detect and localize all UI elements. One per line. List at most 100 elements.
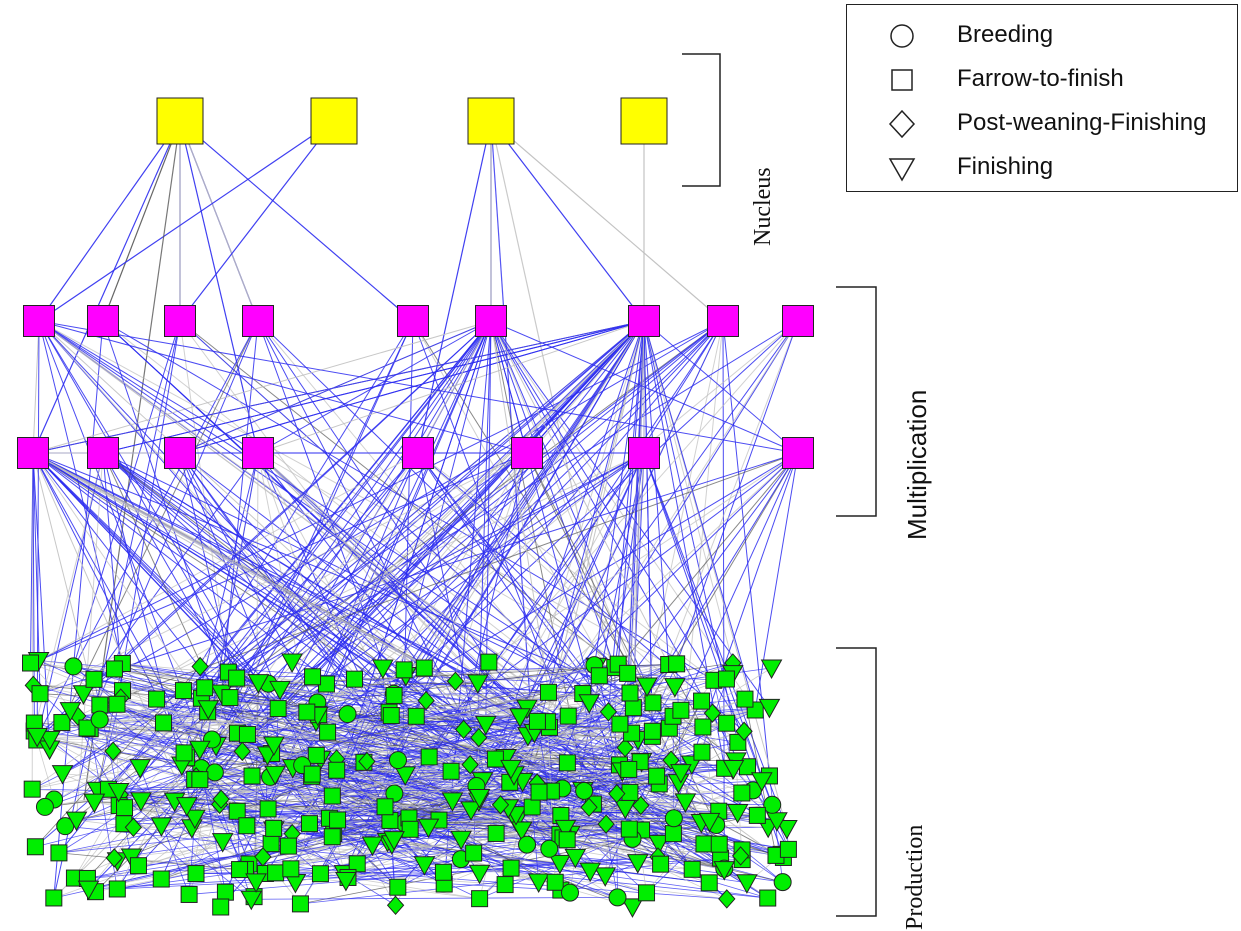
legend-item-post-weaning-finishing: Post-weaning-Finishing <box>847 105 1237 141</box>
nucleus-edge <box>39 121 180 321</box>
multiplication-edge <box>39 321 258 683</box>
production-node-square <box>308 747 324 763</box>
production-node-square <box>559 755 575 771</box>
production-node-square <box>304 766 320 782</box>
multiplication-edge <box>755 453 798 710</box>
production-node-square <box>402 821 418 837</box>
legend-item-breeding: Breeding <box>847 17 1237 53</box>
production-node-square <box>503 860 519 876</box>
production-node-square <box>719 715 735 731</box>
multiplication-node <box>398 306 429 337</box>
multiplication-node <box>88 306 119 337</box>
production-node-square <box>153 871 169 887</box>
tier-label-nucleus: Nucleus <box>750 167 777 246</box>
multiplication-edge <box>54 321 103 898</box>
nucleus-edge <box>491 121 723 321</box>
multiplication-node <box>783 438 814 469</box>
multiplication-node <box>165 306 196 337</box>
legend-label: Post-weaning-Finishing <box>957 109 1206 137</box>
production-node-square <box>396 662 412 678</box>
production-node-square <box>701 875 717 891</box>
production-node-square <box>330 812 346 828</box>
production-node-square <box>188 866 204 882</box>
production-node-square <box>270 701 286 717</box>
production-node-square <box>711 836 727 852</box>
multiplication-node <box>243 438 274 469</box>
legend-item-farrow-to-finish: Farrow-to-finish <box>847 61 1237 97</box>
production-node-circle <box>562 884 579 901</box>
production-node-square <box>222 690 238 706</box>
diamond-icon <box>887 109 917 139</box>
production-node-circle <box>541 840 558 857</box>
production-node-square <box>301 816 317 832</box>
production-node-square <box>749 807 765 823</box>
production-node-square <box>416 660 432 676</box>
square-icon <box>887 65 917 95</box>
production-node-square <box>383 708 399 724</box>
production-node-square <box>312 866 328 882</box>
multiplication-node <box>629 306 660 337</box>
tier-label-multiplication: Multiplication <box>902 390 933 540</box>
multiplication-node <box>243 306 274 337</box>
production-node-square <box>734 785 750 801</box>
production-node-square <box>649 768 665 784</box>
multiplication-node <box>18 438 49 469</box>
production-node-circle <box>206 764 223 781</box>
production-node-square <box>268 865 284 881</box>
production-node-square <box>487 751 503 767</box>
tier-label-production: Production <box>902 825 929 930</box>
production-node-square <box>621 821 637 837</box>
production-node-square <box>669 656 685 672</box>
legend-label: Breeding <box>957 21 1053 49</box>
nucleus-node <box>468 98 514 144</box>
production-node-square <box>181 886 197 902</box>
multiplication-edge <box>723 321 724 869</box>
production-node-circle <box>576 782 593 799</box>
production-node-square <box>529 713 545 729</box>
production-node-square <box>54 715 70 731</box>
multiplication-edge <box>39 321 527 453</box>
nucleus-edge <box>491 121 644 321</box>
nucleus-node <box>311 98 357 144</box>
legend-label: Finishing <box>957 153 1053 181</box>
production-node-circle <box>389 752 406 769</box>
production-node-square <box>718 671 734 687</box>
multiplication-edge <box>644 321 755 710</box>
production-node-square <box>612 716 628 732</box>
production-node-square <box>329 762 345 778</box>
production-node-circle <box>65 658 82 675</box>
production-node-circle <box>36 798 53 815</box>
production-node-square <box>283 861 299 877</box>
production-node-square <box>217 884 233 900</box>
production-node-square <box>644 723 660 739</box>
production-node-square <box>696 836 712 852</box>
production-node-square <box>176 745 192 761</box>
production-node-square <box>86 671 102 687</box>
production-node-square <box>443 763 459 779</box>
production-node-square <box>260 801 276 817</box>
production-node-square <box>239 726 255 742</box>
production-node-square <box>620 665 636 681</box>
multiplication-node <box>88 438 119 469</box>
production-node-square <box>639 885 655 901</box>
multiplication-bracket <box>836 287 876 516</box>
edge-layer <box>31 121 798 907</box>
nucleus-edge <box>103 121 180 321</box>
production-node-square <box>46 890 62 906</box>
production-node-square <box>547 874 563 890</box>
legend-item-finishing: Finishing <box>847 149 1237 185</box>
production-node-square <box>645 695 661 711</box>
production-node-square <box>239 818 255 834</box>
legend: Breeding Farrow-to-finish Post-weaning-F… <box>846 4 1238 192</box>
production-node-square <box>175 683 191 699</box>
multiplication-node <box>512 438 543 469</box>
production-node-square <box>695 719 711 735</box>
triangle-down-icon <box>887 153 917 183</box>
production-node-square <box>305 669 321 685</box>
production-node-square <box>621 761 637 777</box>
production-node-square <box>466 845 482 861</box>
multiplication-node <box>165 438 196 469</box>
production-node-square <box>324 829 340 845</box>
production-node-square <box>673 702 689 718</box>
production-node-square <box>149 691 165 707</box>
